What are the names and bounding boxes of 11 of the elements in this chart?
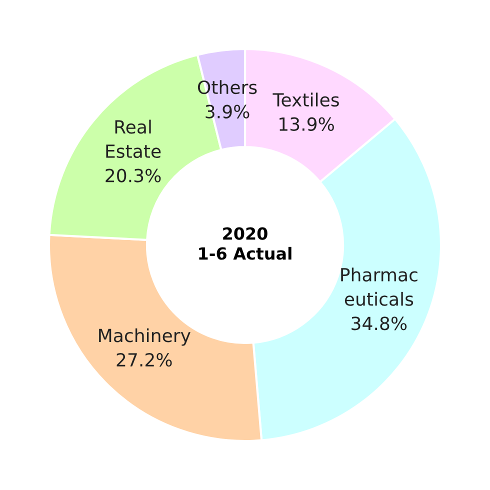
data-label: 20.3%: [106, 168, 161, 182]
slice-label: Textiles: [272, 92, 339, 107]
slice-label: Pharmac euticals: [341, 268, 418, 306]
slice-label: Machinery: [99, 328, 190, 346]
data-label: 34.8%: [352, 316, 407, 330]
data-label: 3.9%: [206, 104, 250, 118]
data-label: 27.2%: [116, 352, 172, 367]
text: 2020 1-6 Actual: [199, 227, 292, 260]
data-label: 13.9%: [280, 117, 334, 131]
slice-label: Others: [198, 80, 257, 94]
slice-label: Real Estate: [106, 120, 161, 158]
